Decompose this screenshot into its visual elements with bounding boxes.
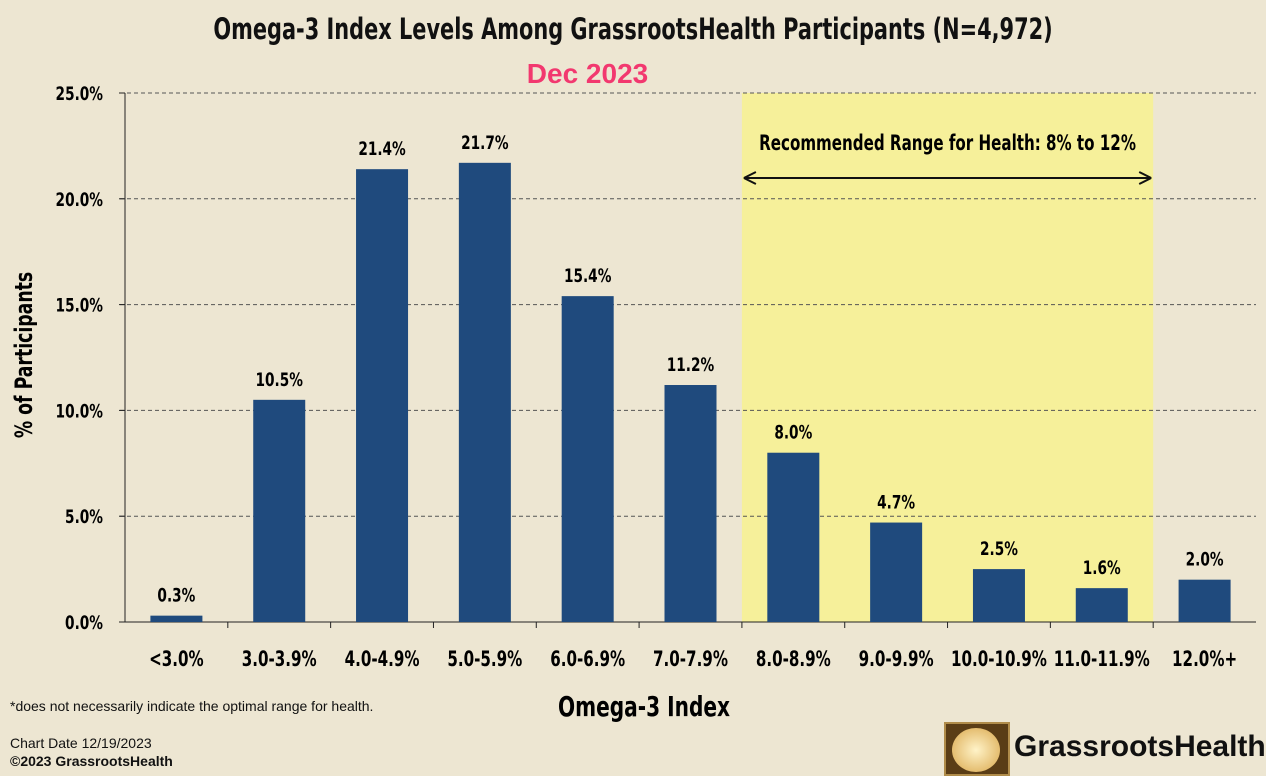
bar-7: [870, 522, 923, 622]
bar-8: [972, 569, 1025, 622]
bar-3: [458, 162, 511, 622]
bar-4: [561, 296, 614, 622]
y-tick-label: 5.0%: [65, 506, 103, 528]
bar-5: [664, 385, 717, 622]
chart-title: Omega-3 Index Levels Among GrassrootsHea…: [213, 12, 1053, 46]
data-label: 1.6%: [1083, 557, 1121, 579]
bar-1: [253, 399, 306, 622]
x-tick-label: 12.0%+: [1172, 648, 1237, 672]
bar-2: [356, 169, 409, 622]
y-tick-label: 15.0%: [56, 294, 104, 316]
x-tick-label: 7.0-7.9%: [653, 648, 728, 672]
y-axis-label: % of Participants: [10, 272, 38, 438]
bar-10: [1178, 579, 1231, 622]
chart-subtitle: Dec 2023: [526, 58, 649, 89]
data-label: 2.0%: [1186, 548, 1224, 570]
data-label: 21.7%: [461, 132, 509, 154]
x-tick-label: 5.0-5.9%: [447, 648, 522, 672]
x-tick-label: <3.0%: [149, 648, 204, 672]
brand-name: GrassrootsHealth: [1014, 730, 1266, 763]
footnote: *does not necessarily indicate the optim…: [10, 698, 374, 714]
y-tick-label: 20.0%: [56, 189, 104, 211]
x-tick-label: 6.0-6.9%: [550, 648, 625, 672]
data-label: 4.7%: [877, 491, 915, 513]
data-label: 11.2%: [667, 354, 715, 376]
x-tick-label: 10.0-10.9%: [951, 648, 1047, 672]
x-tick-label: 9.0-9.9%: [859, 648, 934, 672]
bar-0: [150, 615, 203, 622]
bar-9: [1075, 588, 1128, 622]
copyright: ©2023 GrassrootsHealth: [10, 753, 173, 769]
recommended-range-label: Recommended Range for Health: 8% to 12%: [759, 132, 1136, 156]
data-label: 0.3%: [157, 584, 195, 606]
y-tick-label: 25.0%: [56, 83, 104, 105]
data-label: 21.4%: [358, 138, 406, 160]
data-label: 10.5%: [256, 369, 304, 391]
data-label: 2.5%: [980, 538, 1018, 560]
data-label: 15.4%: [564, 265, 612, 287]
x-axis-label: Omega-3 Index: [558, 690, 730, 723]
x-tick-label: 11.0-11.9%: [1054, 648, 1150, 672]
bar-6: [767, 452, 820, 622]
x-tick-label: 3.0-3.9%: [242, 648, 317, 672]
y-tick-label: 0.0%: [65, 612, 103, 634]
data-label: 8.0%: [774, 422, 812, 444]
x-tick-label: 8.0-8.9%: [756, 648, 831, 672]
chart-date: Chart Date 12/19/2023: [10, 735, 152, 751]
y-tick-label: 10.0%: [56, 400, 104, 422]
range-arrowheads: [743, 171, 1152, 185]
x-tick-label: 4.0-4.9%: [345, 648, 420, 672]
grassroots-logo-icon: [944, 722, 1010, 776]
